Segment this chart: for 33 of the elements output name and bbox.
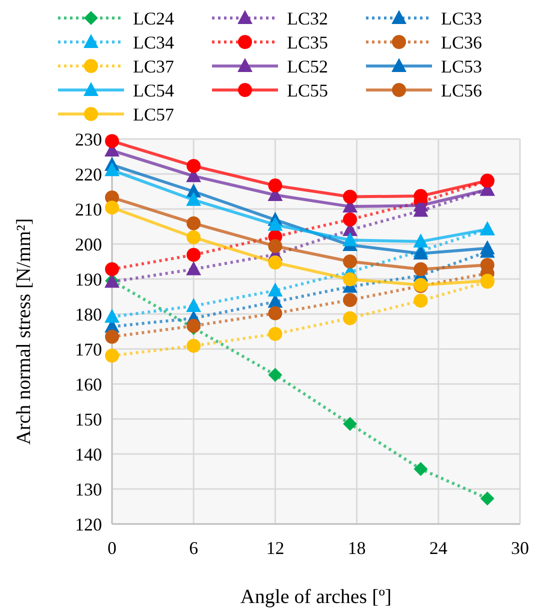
- legend-label: LC33: [441, 8, 482, 28]
- legend-label: LC24: [133, 8, 174, 28]
- x-tick-label: 12: [266, 538, 284, 558]
- y-tick-label: 200: [75, 234, 102, 254]
- legend-label: LC53: [441, 56, 482, 76]
- y-axis-title: Arch normal stress [N/mm²]: [13, 218, 35, 445]
- y-tick-label: 150: [75, 409, 102, 430]
- legend-label: LC56: [441, 80, 482, 100]
- legend-label: LC32: [287, 8, 328, 28]
- y-tick-label: 210: [75, 199, 102, 220]
- legend-label: LC54: [133, 80, 174, 100]
- legend-label: LC55: [287, 80, 328, 100]
- legend-label: LC34: [133, 32, 174, 52]
- x-tick-label: 0: [108, 538, 116, 558]
- legend-label: LC37: [133, 56, 174, 76]
- legend-label: LC52: [287, 56, 328, 76]
- y-tick-label: 170: [75, 339, 102, 360]
- x-tick-label: 18: [348, 538, 366, 558]
- x-tick-label: 24: [429, 538, 448, 558]
- legend-label: LC35: [287, 32, 328, 52]
- x-axis-title: Angle of arches [º]: [240, 586, 392, 608]
- y-tick-label: 180: [75, 304, 102, 324]
- y-tick-label: 220: [75, 164, 102, 184]
- x-tick-label: 30: [511, 538, 529, 558]
- x-tick-label: 6: [189, 538, 198, 558]
- legend-label: LC57: [133, 104, 174, 124]
- y-tick-label: 230: [75, 129, 102, 150]
- y-tick-label: 120: [75, 514, 102, 534]
- y-tick-label: 160: [75, 374, 102, 394]
- y-tick-label: 190: [75, 269, 102, 290]
- y-tick-label: 130: [75, 479, 102, 500]
- legend-label: LC36: [441, 32, 482, 52]
- y-tick-label: 140: [75, 444, 102, 464]
